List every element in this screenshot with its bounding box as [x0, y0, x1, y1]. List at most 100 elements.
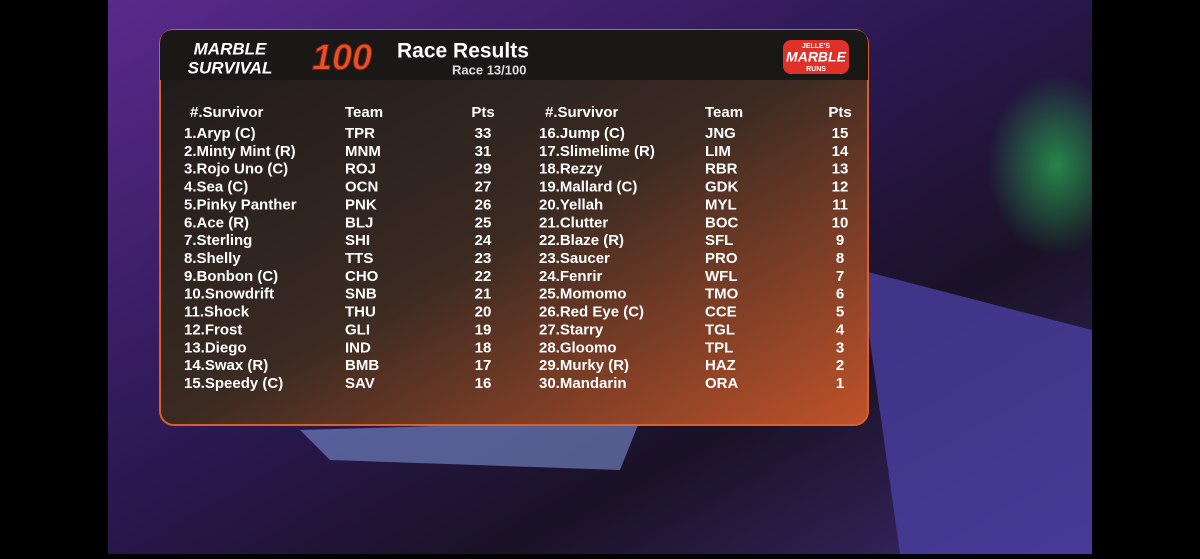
pts-cell: 15	[832, 125, 849, 142]
survivor-cell: 26.Red Eye (C)	[539, 304, 644, 321]
pts-cell: 2	[836, 357, 844, 374]
survivor-cell: 15.Speedy (C)	[184, 375, 283, 392]
team-cell: TPL	[705, 339, 733, 356]
team-cell: SAV	[345, 375, 375, 392]
pts-cell: 27	[475, 179, 492, 196]
pts-cell: 20	[475, 304, 492, 321]
team-cell: LIM	[705, 143, 731, 160]
survivor-cell: 18.Rezzy	[539, 161, 603, 178]
survivor-cell: 2.Minty Mint (R)	[184, 143, 296, 160]
pts-cell: 10	[832, 214, 849, 231]
brand-bottom: RUNS	[806, 66, 826, 73]
column-header: Team	[345, 104, 383, 121]
pts-cell: 24	[475, 232, 492, 249]
pts-cell: 19	[475, 321, 492, 338]
team-cell: RBR	[705, 161, 738, 178]
header-bar	[160, 30, 868, 80]
pts-cell: 31	[475, 143, 492, 160]
team-cell: JNG	[705, 125, 736, 142]
team-cell: TTS	[345, 250, 373, 267]
pts-cell: 33	[475, 125, 492, 142]
column-header: Pts	[828, 104, 851, 121]
survivor-cell: 16.Jump (C)	[539, 125, 625, 142]
team-cell: SFL	[705, 232, 733, 249]
pts-cell: 25	[475, 214, 492, 231]
survivor-cell: 19.Mallard (C)	[539, 179, 637, 196]
title: Race Results	[397, 40, 529, 63]
team-cell: HAZ	[705, 357, 736, 374]
pts-cell: 26	[475, 196, 492, 213]
tables: #.Survivor Team Pts 1.Aryp (C) TPR 33 2.Minty …	[184, 104, 852, 392]
column-header: #.Survivor	[545, 104, 619, 121]
pts-cell: 16	[475, 375, 492, 392]
survivor-cell: 7.Sterling	[184, 232, 252, 249]
survivor-cell: 12.Frost	[184, 321, 242, 338]
logo-number: 100	[312, 37, 372, 78]
brand-badge	[783, 40, 849, 74]
survivor-cell: 17.Slimelime (R)	[539, 143, 655, 160]
survivor-cell: 10.Snowdrift	[184, 286, 274, 303]
pts-cell: 5	[836, 304, 844, 321]
pts-cell: 14	[832, 143, 849, 160]
logo-bottom: SURVIVAL	[188, 58, 273, 77]
pts-cell: 6	[836, 286, 844, 303]
pts-cell: 11	[832, 196, 848, 213]
column-header: Pts	[471, 104, 494, 121]
logo-top: MARBLE	[194, 39, 267, 58]
survivor-cell: 24.Fenrir	[539, 268, 603, 285]
survivor-cell: 23.Saucer	[539, 250, 610, 267]
team-cell: ROJ	[345, 161, 376, 178]
team-cell: MNM	[345, 143, 381, 160]
team-cell: BOC	[705, 214, 739, 231]
pts-cell: 8	[836, 250, 844, 267]
team-cell: WFL	[705, 268, 737, 285]
team-cell: OCN	[345, 179, 378, 196]
pts-cell: 23	[475, 250, 492, 267]
pts-cell: 18	[475, 339, 492, 356]
team-cell: PNK	[345, 196, 377, 213]
team-cell: BLJ	[345, 214, 373, 231]
team-cell: SNB	[345, 286, 377, 303]
pts-cell: 21	[475, 286, 492, 303]
pts-cell: 4	[836, 321, 845, 338]
team-cell: BMB	[345, 357, 379, 374]
survivor-cell: 1.Aryp (C)	[184, 125, 256, 142]
survivor-cell: 21.Clutter	[539, 214, 608, 231]
pts-cell: 7	[836, 268, 844, 285]
team-cell: GLI	[345, 321, 370, 338]
pts-cell: 17	[475, 357, 492, 374]
survivor-cell: 5.Pinky Panther	[184, 196, 297, 213]
marble-board	[860, 270, 1092, 554]
team-cell: SHI	[345, 232, 370, 249]
team-cell: THU	[345, 304, 376, 321]
survivor-cell: 20.Yellah	[539, 196, 603, 213]
team-cell: PRO	[705, 250, 738, 267]
team-cell: ORA	[705, 375, 739, 392]
subtitle: Race 13/100	[452, 62, 526, 77]
pts-cell: 3	[836, 339, 844, 356]
team-cell: CHO	[345, 268, 379, 285]
floor-shape	[300, 420, 640, 470]
column-header: Team	[705, 104, 743, 121]
pts-cell: 9	[836, 232, 844, 249]
pts-cell: 12	[832, 179, 849, 196]
survivor-cell: 13.Diego	[184, 339, 247, 356]
survivor-cell: 25.Momomo	[539, 286, 627, 303]
team-cell: IND	[345, 339, 371, 356]
survivor-cell: 6.Ace (R)	[184, 214, 249, 231]
brand-main: MARBLE	[786, 49, 847, 65]
pts-cell: 29	[475, 161, 492, 178]
team-cell: GDK	[705, 179, 739, 196]
team-cell: TGL	[705, 321, 735, 338]
survivor-cell: 30.Mandarin	[539, 375, 627, 392]
column-header: #.Survivor	[190, 104, 264, 121]
survivor-cell: 11.Shock	[184, 304, 250, 321]
survivor-cell: 8.Shelly	[184, 250, 241, 267]
team-cell: CCE	[705, 304, 737, 321]
survivor-cell: 14.Swax (R)	[184, 357, 268, 374]
pts-cell: 13	[832, 161, 849, 178]
survivor-cell: 9.Bonbon (C)	[184, 268, 278, 285]
team-cell: TMO	[705, 286, 739, 303]
